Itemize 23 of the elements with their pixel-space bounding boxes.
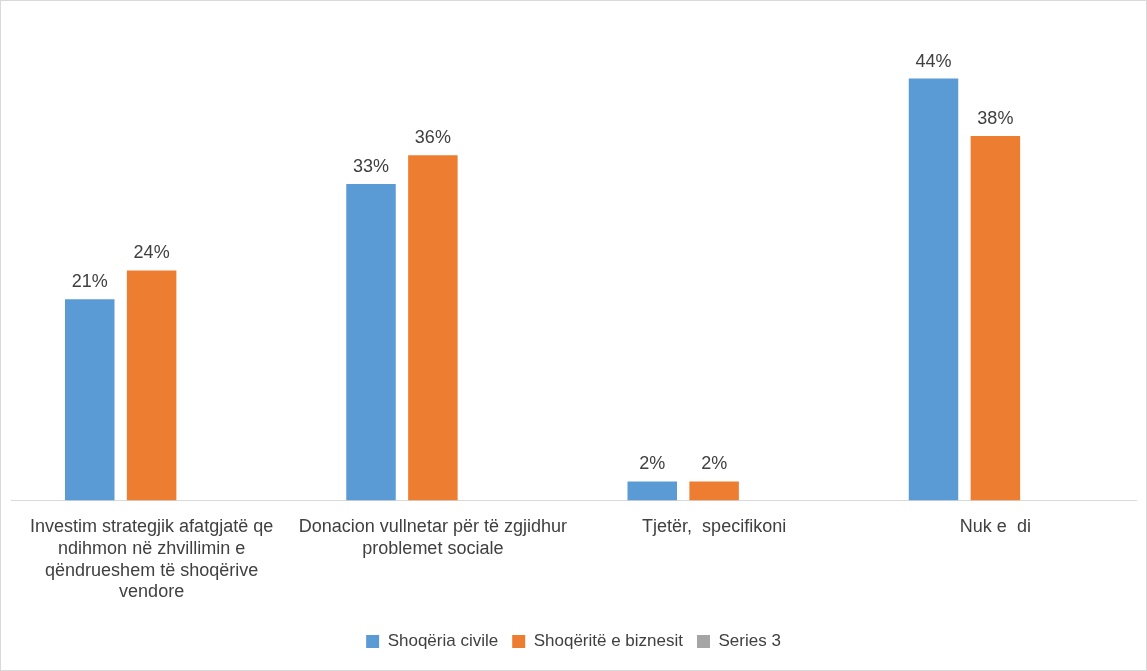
data-label: 33% — [352, 156, 390, 177]
bar — [689, 481, 739, 501]
data-label: 38% — [977, 108, 1014, 129]
data-label: 2% — [701, 453, 728, 474]
data-label: 21% — [71, 271, 108, 292]
legend-label: Shoqëria civile — [387, 631, 499, 651]
legend-label: Shoqëritë e biznesit — [533, 631, 684, 651]
x-tick-label: Tjetër, specifikoni — [642, 516, 787, 537]
bar — [908, 78, 959, 501]
legend-label: Series 3 — [718, 631, 781, 651]
bar — [970, 136, 1021, 501]
x-tick-label: Nuk e di — [959, 516, 1031, 537]
data-label: 36% — [414, 127, 451, 148]
bar — [65, 299, 115, 501]
data-label: 24% — [133, 242, 170, 263]
bar — [346, 184, 396, 501]
x-tick-label: Investim strategjik afatgjatë qe ndihmon në zhvillimin e qëndrueshem të shoqërive vendore — [30, 516, 274, 602]
data-label: 2% — [639, 453, 666, 474]
bar — [627, 481, 677, 501]
x-tick-label: Donacion vullnetar për të zgjidhur problemet sociale — [298, 516, 567, 558]
bar — [126, 270, 177, 501]
data-label: 44% — [915, 50, 952, 71]
bar — [408, 155, 458, 501]
